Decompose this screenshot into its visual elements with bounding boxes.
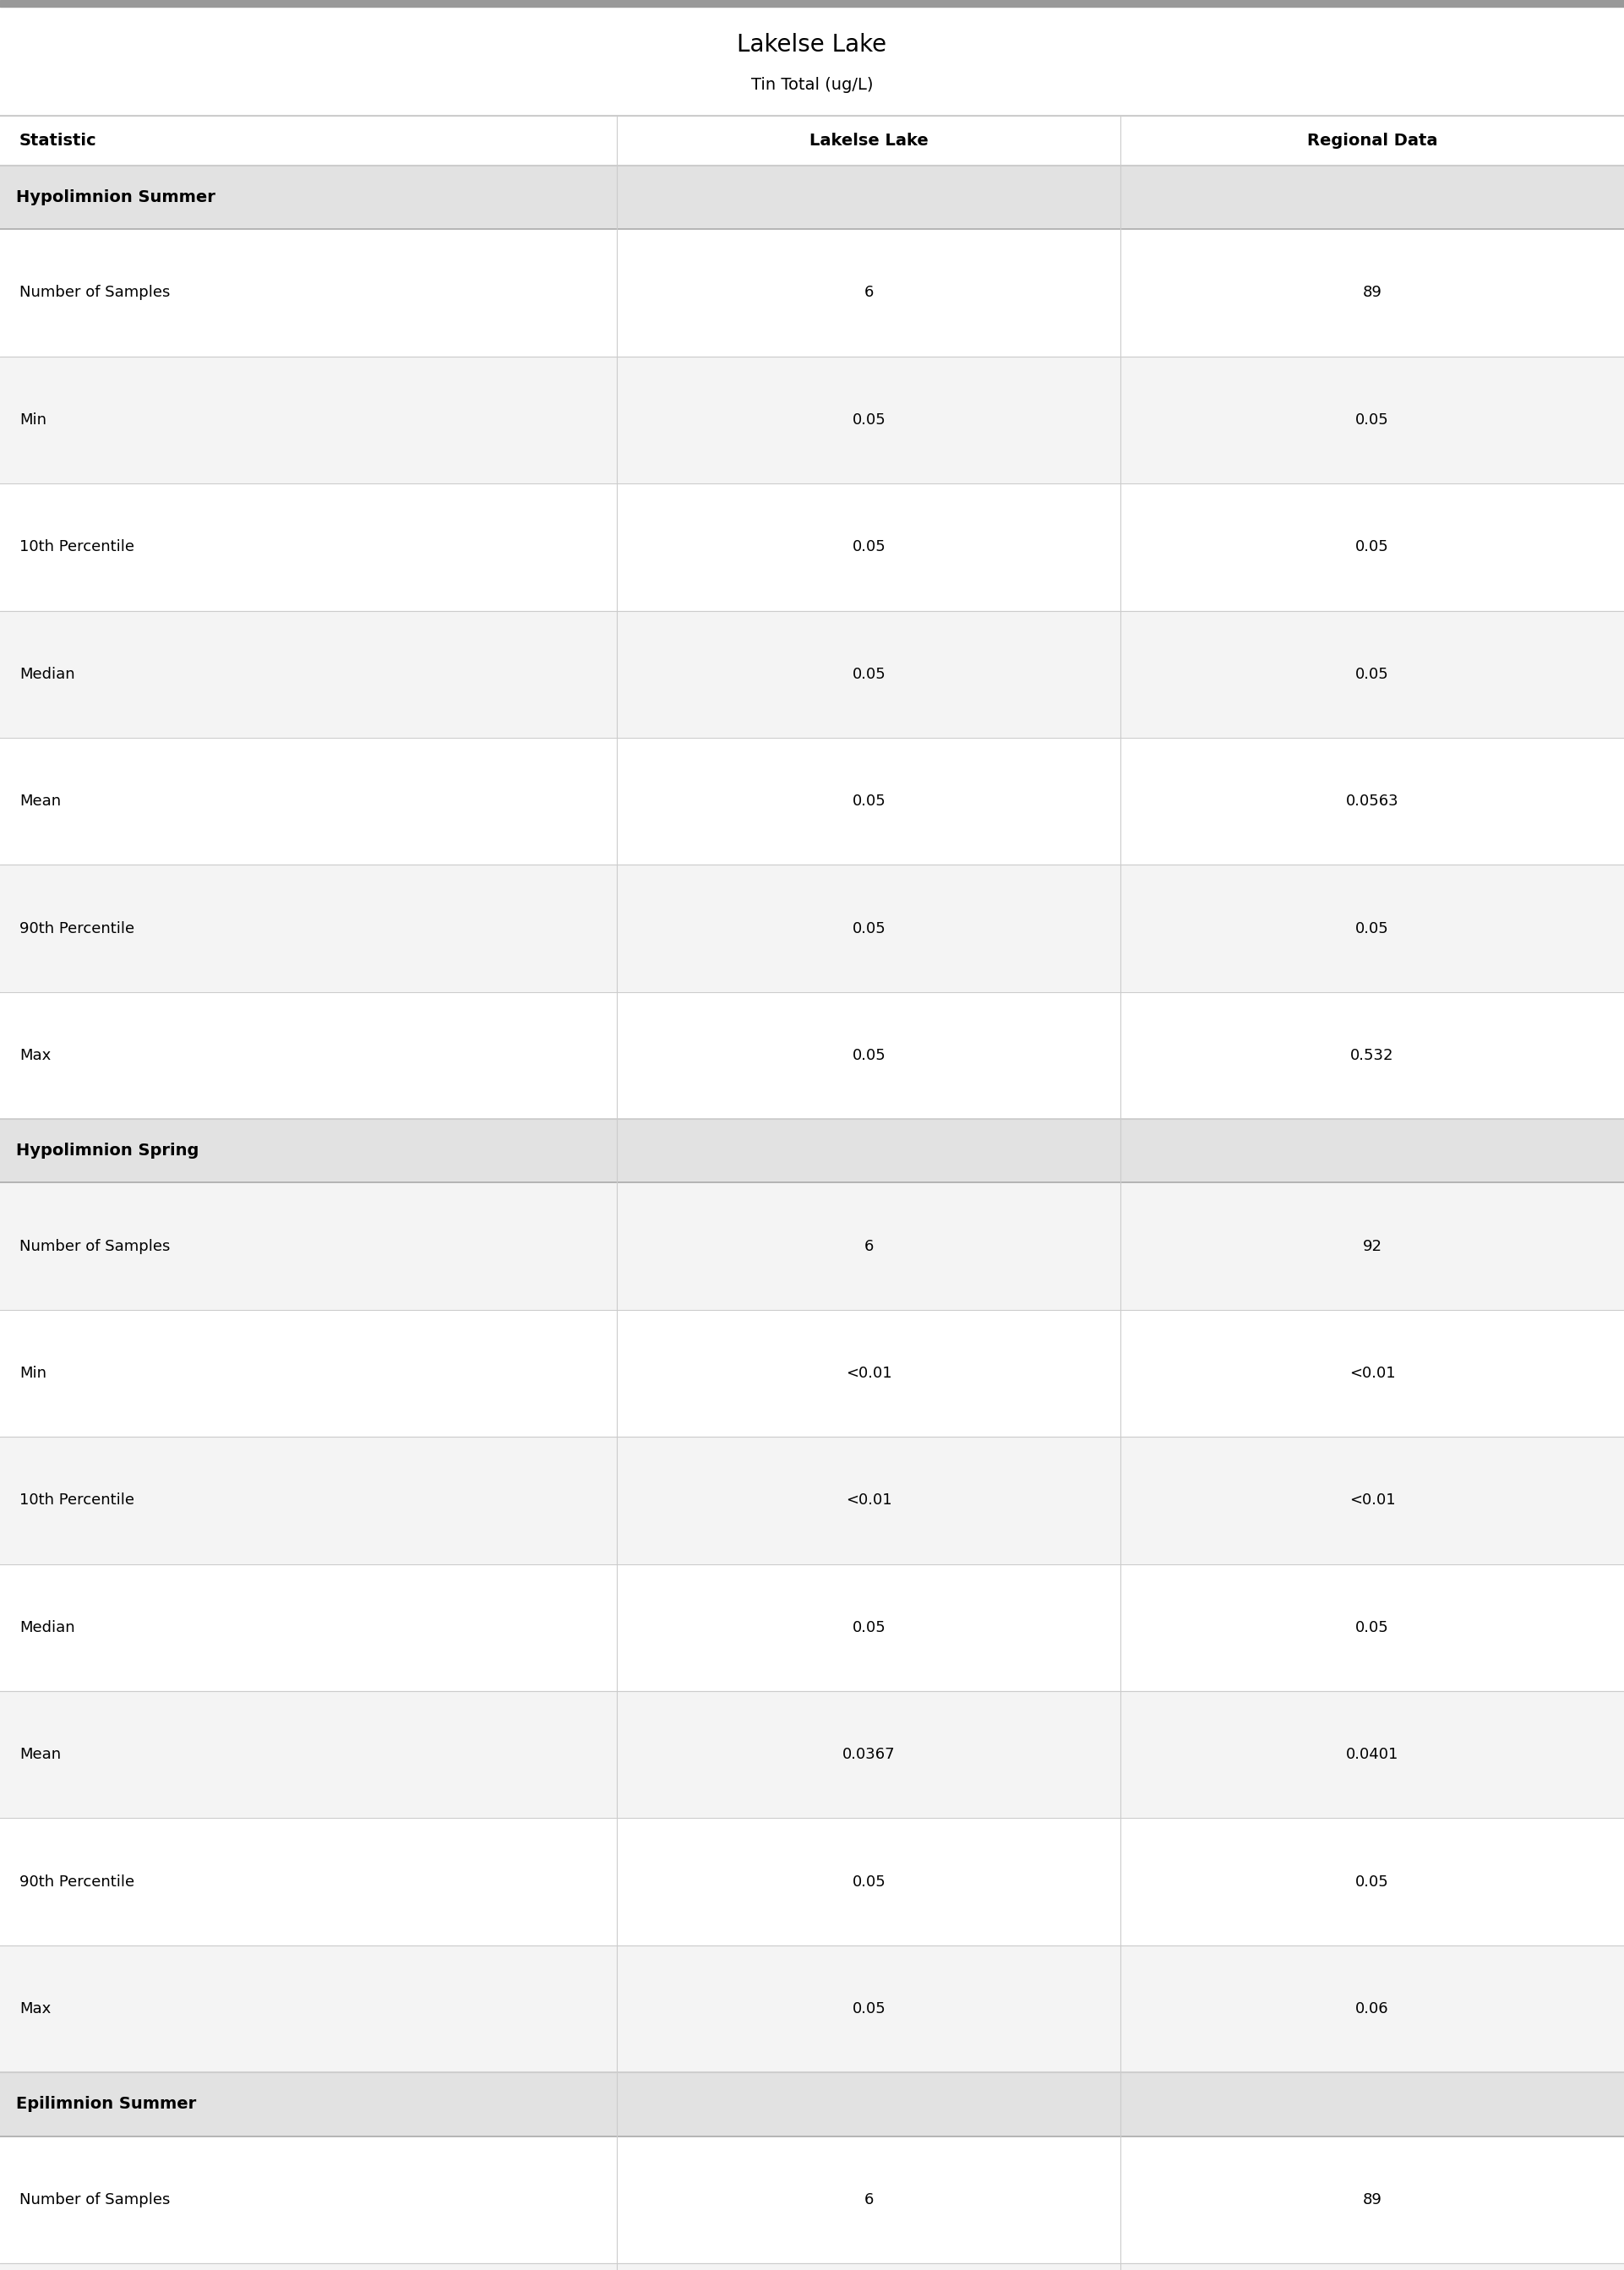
Text: 0.05: 0.05 xyxy=(853,922,885,935)
Bar xyxy=(0,1119,1624,1183)
Text: Max: Max xyxy=(19,1049,50,1062)
Text: Statistic: Statistic xyxy=(19,132,97,150)
Text: <0.01: <0.01 xyxy=(846,1367,892,1380)
Bar xyxy=(0,229,1624,356)
Text: Lakelse Lake: Lakelse Lake xyxy=(737,34,887,57)
Text: 0.0367: 0.0367 xyxy=(843,1748,895,1762)
Text: 0.05: 0.05 xyxy=(853,540,885,554)
Bar xyxy=(0,1691,1624,1818)
Bar xyxy=(0,1945,1624,2073)
Text: Number of Samples: Number of Samples xyxy=(19,1239,171,1253)
Text: 0.05: 0.05 xyxy=(853,667,885,681)
Text: 0.05: 0.05 xyxy=(1356,413,1389,427)
Text: Mean: Mean xyxy=(19,1748,62,1762)
Text: <0.01: <0.01 xyxy=(846,1494,892,1507)
Text: 0.06: 0.06 xyxy=(1356,2002,1389,2016)
Text: Mean: Mean xyxy=(19,794,62,808)
Text: Min: Min xyxy=(19,1367,47,1380)
Bar xyxy=(0,484,1624,611)
Bar xyxy=(0,2136,1624,2263)
Text: 6: 6 xyxy=(864,286,874,300)
Text: 6: 6 xyxy=(864,2193,874,2206)
Bar xyxy=(0,356,1624,484)
Bar xyxy=(0,865,1624,992)
Text: Hypolimnion Spring: Hypolimnion Spring xyxy=(16,1142,200,1160)
Text: 0.05: 0.05 xyxy=(853,794,885,808)
Text: 10th Percentile: 10th Percentile xyxy=(19,1494,135,1507)
Bar xyxy=(0,1310,1624,1437)
Bar xyxy=(0,2073,1624,2136)
Text: Number of Samples: Number of Samples xyxy=(19,2193,171,2206)
Bar xyxy=(0,611,1624,738)
Bar xyxy=(0,738,1624,865)
Text: 0.05: 0.05 xyxy=(853,1875,885,1889)
Text: <0.01: <0.01 xyxy=(1350,1494,1395,1507)
Text: 0.05: 0.05 xyxy=(853,2002,885,2016)
Bar xyxy=(0,0,1624,7)
Text: 6: 6 xyxy=(864,1239,874,1253)
Bar xyxy=(0,1564,1624,1691)
Text: Max: Max xyxy=(19,2002,50,2016)
Bar xyxy=(0,116,1624,166)
Text: 0.05: 0.05 xyxy=(1356,1621,1389,1634)
Text: 0.05: 0.05 xyxy=(1356,922,1389,935)
Bar xyxy=(0,1183,1624,1310)
Text: 0.05: 0.05 xyxy=(853,1621,885,1634)
Bar xyxy=(0,2263,1624,2270)
Bar xyxy=(0,1437,1624,1564)
Text: Median: Median xyxy=(19,1621,75,1634)
Text: 0.05: 0.05 xyxy=(853,413,885,427)
Text: 0.05: 0.05 xyxy=(1356,540,1389,554)
Text: 0.05: 0.05 xyxy=(1356,1875,1389,1889)
Bar xyxy=(0,1818,1624,1945)
Text: Median: Median xyxy=(19,667,75,681)
Text: Regional Data: Regional Data xyxy=(1307,132,1437,150)
Text: Hypolimnion Summer: Hypolimnion Summer xyxy=(16,188,216,207)
Text: 10th Percentile: 10th Percentile xyxy=(19,540,135,554)
Bar xyxy=(0,166,1624,229)
Bar xyxy=(0,992,1624,1119)
Text: 0.05: 0.05 xyxy=(1356,667,1389,681)
Text: Epilimnion Summer: Epilimnion Summer xyxy=(16,2095,197,2113)
Text: 89: 89 xyxy=(1363,2193,1382,2206)
Text: Min: Min xyxy=(19,413,47,427)
Text: 90th Percentile: 90th Percentile xyxy=(19,1875,135,1889)
Text: Number of Samples: Number of Samples xyxy=(19,286,171,300)
Text: 90th Percentile: 90th Percentile xyxy=(19,922,135,935)
Text: 0.532: 0.532 xyxy=(1351,1049,1393,1062)
Text: 0.0563: 0.0563 xyxy=(1346,794,1398,808)
Text: <0.01: <0.01 xyxy=(1350,1367,1395,1380)
Text: 92: 92 xyxy=(1363,1239,1382,1253)
Text: 89: 89 xyxy=(1363,286,1382,300)
Text: Tin Total (ug/L): Tin Total (ug/L) xyxy=(750,77,874,93)
Text: 0.05: 0.05 xyxy=(853,1049,885,1062)
Text: Lakelse Lake: Lakelse Lake xyxy=(809,132,929,150)
Text: 0.0401: 0.0401 xyxy=(1346,1748,1398,1762)
